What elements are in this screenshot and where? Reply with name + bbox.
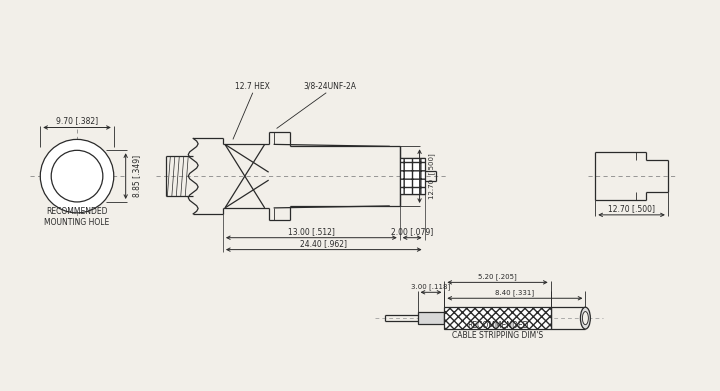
Text: 12.70 [.500]: 12.70 [.500]	[608, 204, 655, 213]
Text: RECOMMENDED
CABLE STRIPPING DIM'S: RECOMMENDED CABLE STRIPPING DIM'S	[452, 321, 543, 340]
Polygon shape	[418, 312, 444, 324]
Polygon shape	[444, 307, 551, 329]
Text: RECOMMENDED
MOUNTING HOLE: RECOMMENDED MOUNTING HOLE	[45, 207, 109, 227]
Ellipse shape	[582, 312, 588, 325]
Text: 12.7 HEX: 12.7 HEX	[235, 82, 270, 91]
Text: 3/8-24UNF-2A: 3/8-24UNF-2A	[304, 82, 356, 91]
Text: 8.85 [.349]: 8.85 [.349]	[132, 155, 141, 197]
Polygon shape	[400, 158, 425, 194]
Text: 5.20 [.205]: 5.20 [.205]	[478, 274, 517, 280]
Text: 12.70  [.500]: 12.70 [.500]	[428, 153, 435, 199]
Text: 8.40 [.331]: 8.40 [.331]	[495, 289, 534, 296]
Circle shape	[40, 140, 114, 213]
Text: 3.00 [.118]: 3.00 [.118]	[411, 283, 451, 291]
Text: 24.40 [.962]: 24.40 [.962]	[300, 239, 347, 248]
Text: 2.00 [.079]: 2.00 [.079]	[391, 227, 433, 236]
Ellipse shape	[580, 307, 590, 329]
Text: 9.70 [.382]: 9.70 [.382]	[56, 117, 98, 126]
Text: 13.00 [.512]: 13.00 [.512]	[288, 227, 335, 236]
